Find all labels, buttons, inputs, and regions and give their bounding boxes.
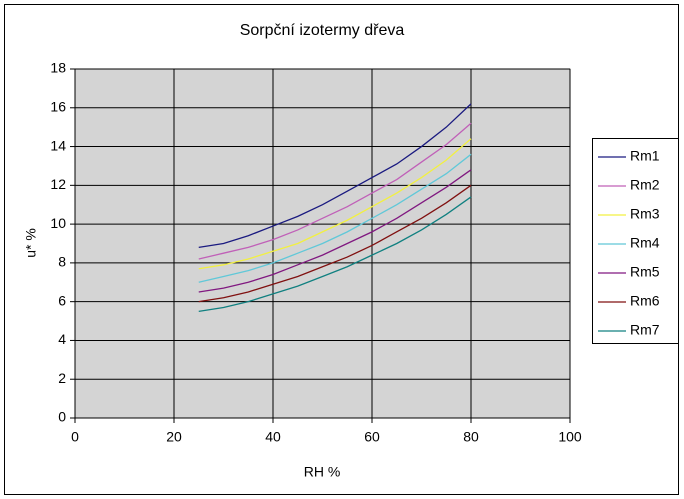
legend-label: Rm1 bbox=[630, 148, 660, 164]
y-tick-label: 16 bbox=[50, 98, 66, 114]
legend-label: Rm5 bbox=[630, 264, 660, 280]
x-axis-label: RH % bbox=[304, 464, 341, 480]
y-tick-label: 10 bbox=[50, 215, 66, 231]
y-tick-label: 14 bbox=[50, 137, 66, 153]
y-tick-label: 4 bbox=[58, 331, 66, 347]
y-tick-label: 8 bbox=[58, 254, 66, 270]
series-line bbox=[198, 138, 472, 270]
legend-label: Rm3 bbox=[630, 206, 660, 222]
y-tick-label: 6 bbox=[58, 292, 66, 308]
x-tick-label: 20 bbox=[166, 429, 182, 445]
y-axis-label: u* % bbox=[23, 228, 39, 258]
x-tick-label: 80 bbox=[463, 429, 479, 445]
series-line bbox=[198, 103, 472, 249]
legend-label: Rm2 bbox=[630, 177, 660, 193]
x-tick-label: 100 bbox=[558, 429, 582, 445]
legend-label: Rm4 bbox=[630, 235, 660, 251]
legend-label: Rm7 bbox=[630, 322, 660, 338]
x-tick-label: 0 bbox=[71, 429, 79, 445]
x-tick-label: 40 bbox=[265, 429, 281, 445]
series-line bbox=[198, 169, 472, 293]
series-line bbox=[198, 153, 472, 283]
series-line bbox=[198, 122, 472, 260]
y-tick-label: 2 bbox=[58, 370, 66, 386]
y-tick-label: 0 bbox=[58, 409, 66, 425]
series-line bbox=[198, 196, 472, 313]
y-tick-label: 12 bbox=[50, 176, 66, 192]
legend bbox=[592, 138, 679, 344]
series-line bbox=[198, 184, 472, 303]
legend-label: Rm6 bbox=[630, 293, 660, 309]
x-tick-label: 60 bbox=[364, 429, 380, 445]
y-tick-label: 18 bbox=[50, 60, 66, 76]
chart-title: Sorpční izotermy dřeva bbox=[240, 22, 405, 39]
